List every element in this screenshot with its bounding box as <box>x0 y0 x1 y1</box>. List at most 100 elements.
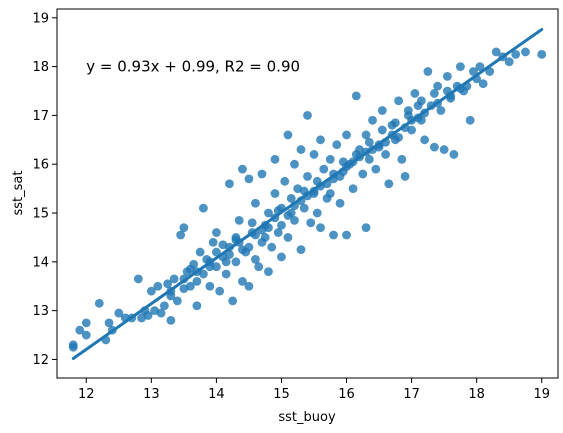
regression-line <box>71 28 544 360</box>
data-point <box>303 111 312 120</box>
y-axis-label: sst_sat <box>11 171 26 216</box>
data-point <box>429 142 439 152</box>
y-ticks: 12 13 14 15 16 17 18 19 <box>32 11 57 368</box>
data-point <box>277 252 286 262</box>
regression-line-layer <box>71 28 544 360</box>
data-point <box>348 184 358 194</box>
data-point <box>212 262 221 272</box>
data-point <box>208 237 218 247</box>
data-point <box>358 169 368 179</box>
y-tick-label: 13 <box>32 304 49 319</box>
data-point <box>159 301 169 311</box>
x-ticks: 12 13 14 15 16 17 18 19 <box>78 378 550 402</box>
data-point <box>169 274 179 284</box>
data-point <box>342 230 351 240</box>
data-point <box>94 298 104 308</box>
data-point <box>351 91 361 101</box>
data-point <box>521 47 530 57</box>
data-point <box>329 230 338 240</box>
data-point <box>81 330 91 340</box>
data-point <box>478 79 488 89</box>
data-point <box>377 125 387 135</box>
data-point <box>254 262 264 272</box>
data-point <box>381 150 390 159</box>
data-point <box>251 254 260 264</box>
data-point <box>416 96 426 106</box>
data-point <box>143 311 153 320</box>
data-point <box>238 245 247 255</box>
data-point <box>361 130 371 140</box>
data-point <box>306 218 316 228</box>
data-point <box>225 179 234 189</box>
data-point <box>449 150 459 159</box>
y-tick-label: 19 <box>32 11 49 26</box>
data-point <box>469 67 478 76</box>
x-tick-label: 19 <box>533 387 550 402</box>
data-point <box>221 257 231 267</box>
data-point <box>491 47 501 57</box>
data-point <box>423 67 433 76</box>
data-point <box>475 62 485 71</box>
data-point <box>410 89 420 98</box>
data-point <box>166 316 176 325</box>
data-point <box>312 176 322 186</box>
data-point <box>195 247 205 257</box>
data-point <box>335 198 345 208</box>
data-point <box>225 250 234 259</box>
data-point <box>309 150 319 159</box>
data-point <box>390 118 400 128</box>
x-tick-label: 15 <box>273 387 290 402</box>
x-tick-label: 18 <box>468 387 485 402</box>
x-axis-label: sst_buoy <box>278 410 336 425</box>
points-layer <box>68 47 547 352</box>
y-tick-label: 17 <box>32 109 49 124</box>
data-point <box>504 57 514 67</box>
data-point <box>244 281 254 291</box>
x-tick-label: 17 <box>403 387 420 402</box>
data-point <box>403 106 413 115</box>
data-point <box>439 145 449 154</box>
data-point <box>238 164 247 174</box>
data-point <box>212 228 221 237</box>
data-point <box>179 223 189 233</box>
data-point <box>221 269 231 279</box>
data-point <box>537 49 547 59</box>
data-point <box>156 308 166 318</box>
data-point <box>456 62 465 71</box>
data-point <box>312 208 322 218</box>
data-point <box>296 245 306 255</box>
data-point <box>338 157 348 167</box>
data-point <box>286 208 296 218</box>
data-point <box>199 203 208 213</box>
data-point <box>163 279 173 289</box>
data-point <box>264 208 273 218</box>
data-point <box>244 174 254 184</box>
data-point <box>384 179 394 189</box>
y-tick-label: 18 <box>32 60 49 75</box>
data-point <box>104 318 114 328</box>
data-point <box>205 281 215 291</box>
y-tick-label: 14 <box>32 255 49 270</box>
x-tick-label: 16 <box>338 387 355 402</box>
data-point <box>212 247 221 257</box>
data-point <box>465 115 475 125</box>
data-point <box>429 89 439 98</box>
data-point <box>433 81 443 91</box>
data-point <box>185 281 195 291</box>
data-point <box>277 220 286 230</box>
data-point <box>325 154 335 164</box>
data-point <box>133 274 143 284</box>
data-point <box>303 172 312 181</box>
y-tick-label: 15 <box>32 207 49 222</box>
data-point <box>81 318 91 328</box>
data-point <box>325 189 335 198</box>
data-point <box>146 286 156 296</box>
data-point <box>260 233 270 242</box>
data-point <box>270 154 280 164</box>
data-point <box>371 164 381 174</box>
data-point <box>234 215 244 225</box>
data-point <box>264 223 273 233</box>
data-point <box>218 240 228 250</box>
